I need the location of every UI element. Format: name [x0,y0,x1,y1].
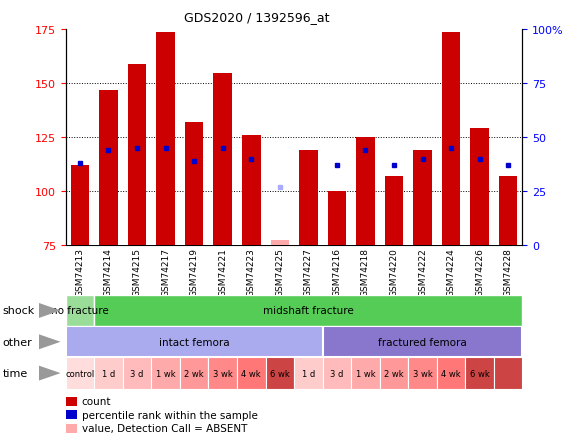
Bar [266,358,294,389]
Text: GSM74226: GSM74226 [475,248,484,296]
Text: GSM74221: GSM74221 [218,248,227,296]
Text: GSM74213: GSM74213 [75,248,85,296]
Bar [351,358,380,389]
Bar [66,358,94,389]
Text: GSM74217: GSM74217 [161,248,170,296]
Polygon shape [39,366,61,381]
Text: fractured femora: fractured femora [378,337,467,347]
Bar [180,358,208,389]
Bar [299,151,317,245]
Bar [413,151,432,245]
Text: 1 d: 1 d [102,369,115,378]
Text: 1 d: 1 d [301,369,315,378]
Bar [123,358,151,389]
Bar [356,138,375,245]
Bar [385,177,403,245]
Text: shock: shock [3,306,35,316]
Bar [328,191,346,245]
Text: 6 wk: 6 wk [470,369,489,378]
Text: 2 wk: 2 wk [384,369,404,378]
Text: 4 wk: 4 wk [441,369,461,378]
Bar [465,358,494,389]
Text: GSM74219: GSM74219 [190,248,199,296]
Text: GSM74218: GSM74218 [361,248,370,296]
Text: midshaft fracture: midshaft fracture [263,306,353,316]
Bar [66,397,77,406]
Text: 1 wk: 1 wk [356,369,375,378]
Bar [437,358,465,389]
Text: value, Detection Call = ABSENT: value, Detection Call = ABSENT [82,423,247,433]
Text: 6 wk: 6 wk [270,369,289,378]
Text: GSM74223: GSM74223 [247,248,256,296]
Text: time: time [3,368,28,378]
Text: 3 d: 3 d [130,369,144,378]
Bar [66,295,94,326]
Text: GSM74222: GSM74222 [418,248,427,296]
Bar [208,358,237,389]
Bar [151,358,180,389]
Bar [128,65,146,245]
Bar [323,358,351,389]
Bar [471,129,489,245]
Text: 3 wk: 3 wk [213,369,232,378]
Polygon shape [39,335,61,349]
Bar [294,358,323,389]
Text: GSM74228: GSM74228 [504,248,513,296]
Text: GDS2020 / 1392596_at: GDS2020 / 1392596_at [184,11,329,24]
Text: GSM74220: GSM74220 [389,248,399,296]
Bar [156,33,175,245]
Text: GSM74224: GSM74224 [447,248,456,296]
Text: other: other [3,337,33,347]
Bar [271,241,289,245]
Polygon shape [39,303,61,318]
Text: 3 d: 3 d [330,369,344,378]
Text: 3 wk: 3 wk [413,369,432,378]
Bar [442,33,460,245]
Bar [380,358,408,389]
Bar [71,166,89,245]
Bar [237,358,266,389]
Bar [66,411,77,419]
Bar [242,136,260,245]
Bar [494,358,522,389]
Bar [66,424,77,433]
Text: 4 wk: 4 wk [242,369,261,378]
Text: GSM74215: GSM74215 [132,248,142,296]
Text: 2 wk: 2 wk [184,369,204,378]
Bar [323,326,522,358]
Text: intact femora: intact femora [159,337,230,347]
Text: percentile rank within the sample: percentile rank within the sample [82,410,258,420]
Text: GSM74216: GSM74216 [332,248,341,296]
Bar [214,73,232,245]
Text: GSM74227: GSM74227 [304,248,313,296]
Text: GSM74214: GSM74214 [104,248,113,296]
Text: GSM74225: GSM74225 [275,248,284,296]
Bar [499,177,517,245]
Text: 1 wk: 1 wk [156,369,175,378]
Bar [94,358,123,389]
Bar [66,326,323,358]
Bar [185,123,203,245]
Text: count: count [82,396,111,406]
Text: no fracture: no fracture [51,306,109,316]
Bar [99,91,118,245]
Bar [408,358,437,389]
Text: control: control [65,369,95,378]
